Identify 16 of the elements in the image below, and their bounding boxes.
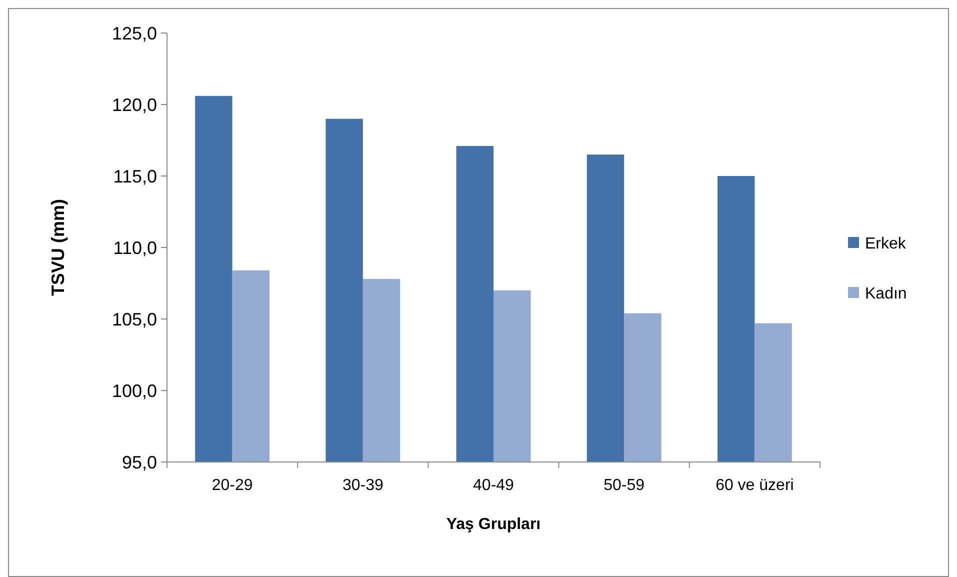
y-tick-label: 95,0 [122,452,157,472]
x-tick-label: 20-29 [212,477,253,494]
x-axis-title: Yaş Grupları [446,516,541,533]
y-tick-label: 115,0 [113,166,157,186]
y-tick-label: 105,0 [112,309,157,330]
y-axis-title: TSVU (mm) [48,198,68,296]
legend-label: Kadın [865,286,907,303]
legend-label: Erkek [865,236,907,253]
y-tick-label: 125,0 [112,23,157,44]
y-tick-label: 120,0 [112,94,157,115]
x-tick-label: 40-49 [473,477,514,494]
y-tick-label: 110,0 [113,238,157,258]
y-tick-label: 100,0 [112,380,157,401]
x-tick-label: 30-39 [342,477,384,494]
x-tick-label: 50-59 [604,477,645,494]
x-tick-label: 60 ve üzeri [716,477,794,494]
